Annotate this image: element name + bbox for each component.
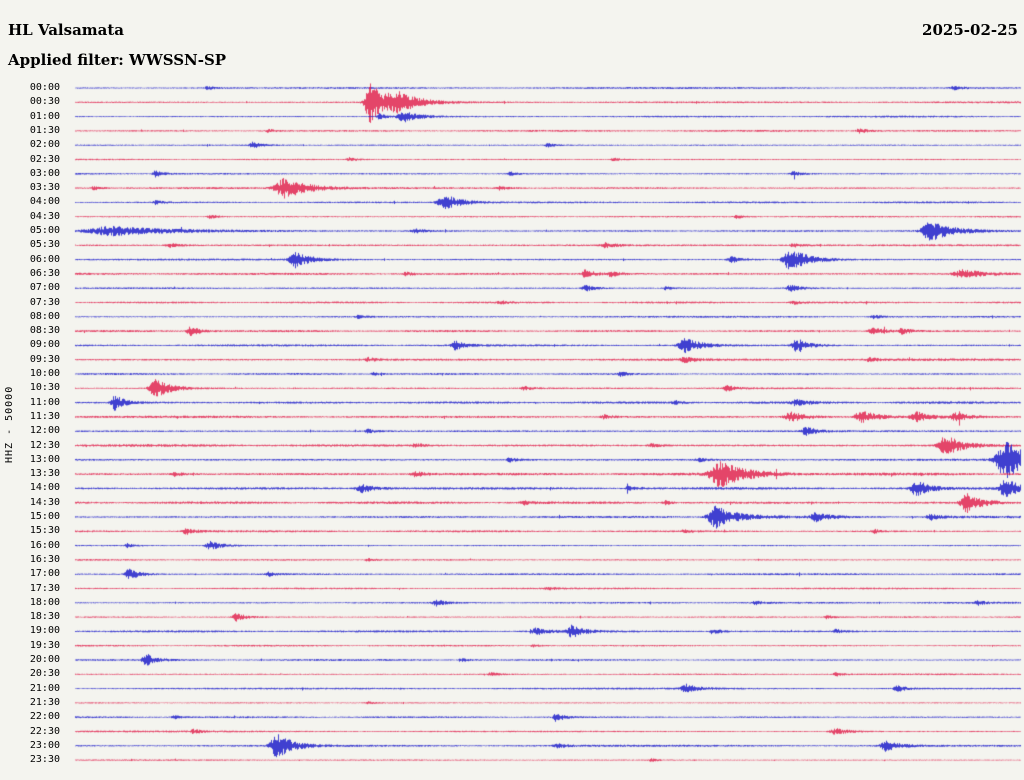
time-label: 16:00	[29, 539, 60, 551]
time-label: 06:00	[29, 253, 60, 265]
time-label: 23:00	[29, 739, 60, 751]
time-label: 22:00	[29, 711, 60, 723]
time-label: 21:30	[29, 696, 60, 708]
time-label: 01:00	[29, 110, 60, 122]
time-label: 07:00	[29, 282, 60, 294]
time-label: 09:00	[29, 339, 60, 351]
time-label: 10:30	[29, 382, 60, 394]
time-label: 04:30	[29, 210, 60, 222]
time-label: 03:00	[29, 167, 60, 179]
time-label: 02:30	[29, 153, 60, 165]
time-label: 02:00	[29, 139, 60, 151]
time-label: 00:00	[29, 82, 60, 93]
time-label: 08:30	[29, 325, 60, 337]
time-label: 14:30	[29, 496, 60, 508]
time-label: 03:30	[29, 182, 60, 194]
time-label: 16:30	[29, 553, 60, 565]
time-label: 04:00	[29, 196, 60, 208]
record-date: 2025-02-25	[922, 21, 1018, 39]
time-label: 20:00	[29, 654, 60, 665]
time-label: 17:30	[29, 582, 60, 594]
time-label: 18:30	[29, 611, 60, 623]
station-title: HL Valsamata	[8, 21, 125, 39]
time-label: 11:00	[29, 396, 60, 408]
time-label: 07:30	[29, 296, 60, 308]
time-label: 12:30	[29, 439, 60, 451]
time-label: 10:00	[29, 368, 60, 379]
time-label: 19:30	[29, 639, 60, 651]
time-label: 12:00	[29, 425, 60, 437]
time-label: 19:00	[29, 625, 60, 637]
time-label: 05:00	[29, 225, 60, 236]
time-label: 18:00	[29, 596, 60, 608]
time-label: 06:30	[29, 267, 60, 279]
time-label: 21:00	[29, 682, 60, 694]
time-label: 11:30	[29, 410, 60, 422]
time-label: 08:00	[29, 310, 60, 322]
time-label: 23:30	[29, 754, 60, 766]
time-label: 22:30	[29, 725, 60, 737]
time-label: 05:30	[29, 239, 60, 251]
time-label: 09:30	[29, 353, 60, 365]
channel-scale-label: HHZ - 50000	[4, 385, 15, 463]
time-label: 15:00	[29, 511, 60, 522]
time-label: 00:30	[29, 96, 60, 108]
time-label: 14:00	[29, 482, 60, 494]
time-label: 17:00	[29, 568, 60, 580]
time-label: 20:30	[29, 668, 60, 680]
filter-label: Applied filter: WWSSN-SP	[8, 51, 227, 69]
time-label: 15:30	[29, 525, 60, 537]
time-label: 13:30	[29, 468, 60, 480]
time-label: 13:00	[29, 453, 60, 465]
time-label: 01:30	[29, 124, 60, 136]
